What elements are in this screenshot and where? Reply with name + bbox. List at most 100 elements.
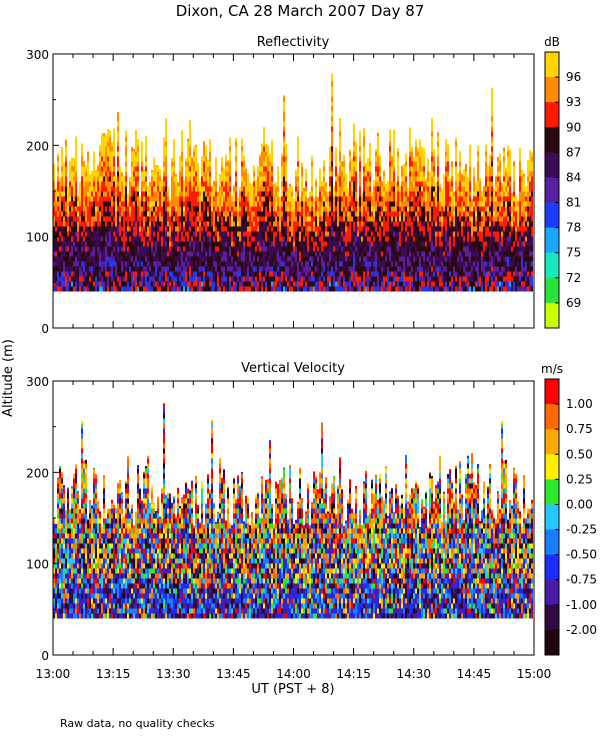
heatmap-cell xyxy=(125,131,127,137)
heatmap-cell xyxy=(145,191,147,197)
heatmap-cell xyxy=(215,181,217,187)
heatmap-cell xyxy=(105,286,107,292)
heatmap-cell xyxy=(277,236,279,242)
heatmap-cell xyxy=(227,256,229,262)
heatmap-cell xyxy=(361,211,363,217)
heatmap-cell xyxy=(65,261,67,267)
heatmap-cell xyxy=(203,266,205,272)
heatmap-cell xyxy=(71,231,73,237)
heatmap-cell xyxy=(335,261,337,267)
heatmap-cell xyxy=(295,201,297,207)
heatmap-cell xyxy=(197,166,199,172)
heatmap-cell xyxy=(351,226,353,232)
heatmap-cell xyxy=(179,251,181,257)
heatmap-cell xyxy=(243,226,245,232)
heatmap-cell xyxy=(249,281,251,287)
heatmap-cell xyxy=(317,226,319,232)
heatmap-cell xyxy=(157,171,159,177)
heatmap-cell xyxy=(91,211,93,217)
heatmap-cell xyxy=(297,206,299,212)
heatmap-cell xyxy=(335,286,337,292)
heatmap-cell xyxy=(279,286,281,292)
heatmap-cell xyxy=(133,261,135,267)
heatmap-cell xyxy=(423,211,425,217)
heatmap-cell xyxy=(149,191,151,197)
heatmap-cell xyxy=(291,206,293,212)
heatmap-cell xyxy=(165,271,167,277)
heatmap-cell xyxy=(385,256,387,262)
heatmap-cell xyxy=(421,271,423,277)
heatmap-cell xyxy=(169,216,171,222)
heatmap-cell xyxy=(125,166,127,172)
heatmap-cell xyxy=(331,146,333,152)
heatmap-cell xyxy=(383,226,385,232)
heatmap-cell xyxy=(117,116,119,122)
heatmap-cell xyxy=(81,201,83,207)
heatmap-cell xyxy=(131,286,133,292)
heatmap-cell xyxy=(293,198,295,202)
heatmap-cell xyxy=(413,211,415,217)
heatmap-cell xyxy=(255,196,257,202)
heatmap-cell xyxy=(413,261,415,267)
heatmap-cell xyxy=(253,286,255,292)
heatmap-cell xyxy=(125,146,127,152)
heatmap-cell xyxy=(377,241,379,247)
heatmap-cell xyxy=(89,221,91,227)
heatmap-cell xyxy=(367,166,369,172)
heatmap-cell xyxy=(67,286,69,292)
heatmap-cell xyxy=(101,141,103,147)
heatmap-cell xyxy=(365,221,367,227)
heatmap-cell xyxy=(301,236,303,242)
heatmap-cell xyxy=(113,211,115,217)
heatmap-cell xyxy=(263,241,265,247)
heatmap-cell xyxy=(241,246,243,252)
heatmap-cell xyxy=(327,221,329,227)
heatmap-cell xyxy=(335,226,337,232)
heatmap-cell xyxy=(195,236,197,242)
heatmap-cell xyxy=(201,256,203,262)
heatmap-cell xyxy=(253,165,255,167)
heatmap-cell xyxy=(75,191,77,197)
heatmap-cell xyxy=(81,271,83,277)
heatmap-cell xyxy=(253,266,255,272)
heatmap-cell xyxy=(219,246,221,252)
heatmap-cell xyxy=(377,231,379,237)
heatmap-cell xyxy=(331,116,333,122)
heatmap-cell xyxy=(319,281,321,287)
heatmap-cell xyxy=(285,171,287,177)
heatmap-cell xyxy=(417,251,419,257)
heatmap-cell xyxy=(325,261,327,267)
heatmap-cell xyxy=(121,266,123,272)
heatmap-cell xyxy=(59,241,61,247)
heatmap-cell xyxy=(311,206,313,212)
heatmap-cell xyxy=(399,281,401,287)
heatmap-cell xyxy=(109,176,111,182)
heatmap-cell xyxy=(207,246,209,252)
heatmap-cell xyxy=(373,196,375,202)
heatmap-cell xyxy=(279,266,281,272)
heatmap-cell xyxy=(99,181,101,187)
heatmap-cell xyxy=(379,216,381,222)
heatmap-cell xyxy=(363,191,365,197)
heatmap-cell xyxy=(65,241,67,247)
heatmap-cell xyxy=(299,216,301,222)
heatmap-cell xyxy=(135,276,137,282)
heatmap-cell xyxy=(285,176,287,182)
heatmap-cell xyxy=(365,246,367,252)
heatmap-cell xyxy=(423,271,425,277)
heatmap-cell xyxy=(305,211,307,217)
heatmap-cell xyxy=(325,182,327,187)
heatmap-cell xyxy=(281,251,283,257)
heatmap-cell xyxy=(329,286,331,292)
heatmap-cell xyxy=(279,221,281,227)
heatmap-cell xyxy=(425,256,427,262)
heatmap-cell xyxy=(311,181,313,187)
heatmap-cell xyxy=(53,261,55,267)
heatmap-cell xyxy=(61,161,63,167)
heatmap-cell xyxy=(55,246,57,252)
heatmap-cell xyxy=(359,191,361,197)
heatmap-cell xyxy=(293,261,295,267)
heatmap-cell xyxy=(257,281,259,287)
heatmap-cell xyxy=(375,216,377,222)
heatmap-cell xyxy=(225,236,227,242)
